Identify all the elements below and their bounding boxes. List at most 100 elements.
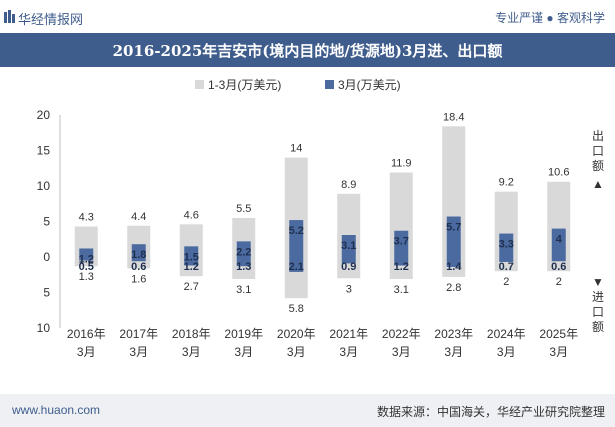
- x-tick-label-month: 3月: [339, 345, 358, 359]
- data-label-month-export: 2.2: [236, 246, 251, 258]
- data-label-cumulative-import: 1.3: [79, 271, 94, 283]
- x-tick-label-year: 2017年: [119, 327, 158, 341]
- data-label-month-import: 0.6: [551, 261, 566, 273]
- bar-month: [131, 244, 146, 262]
- x-tick-label-year: 2025年: [539, 327, 578, 341]
- y-tick-label: 10: [37, 321, 51, 335]
- brand-name: 华经情报网: [18, 12, 84, 27]
- data-label-cumulative-import: 3.1: [394, 284, 409, 296]
- x-tick-label-year: 2022年: [382, 327, 421, 341]
- x-tick-label-year: 2021年: [329, 327, 368, 341]
- y-tick-label: 15: [37, 144, 51, 158]
- footer-website: www.huaon.com: [12, 403, 101, 417]
- right-axis-import-label: 口: [592, 305, 604, 319]
- data-label-month-export: 1.5: [184, 251, 199, 263]
- data-label-cumulative-export: 4.3: [79, 211, 94, 223]
- data-label-month-export: 1.2: [79, 253, 94, 265]
- data-label-month-export: 3.1: [341, 240, 356, 252]
- data-label-month-import: 2.1: [289, 261, 304, 273]
- y-tick-label: 5: [43, 286, 50, 300]
- data-label-month-import: 1.2: [394, 261, 409, 273]
- legend-item-cumulative: 1-3月(万美元): [195, 76, 281, 93]
- data-label-month-export: 1.8: [131, 249, 146, 261]
- bar-month: [289, 220, 304, 272]
- data-label-cumulative-import: 2: [503, 276, 509, 288]
- bar-month: [341, 234, 356, 264]
- data-label-cumulative-import: 3: [346, 283, 352, 295]
- x-tick-label-month: 3月: [549, 345, 568, 359]
- x-tick-label-month: 3月: [444, 345, 463, 359]
- bar-month: [446, 216, 461, 267]
- y-tick-label: 20: [37, 108, 51, 122]
- y-tick-label: 0: [43, 250, 50, 264]
- data-label-month-export: 4: [556, 234, 563, 246]
- data-label-cumulative-import: 2: [556, 276, 562, 288]
- data-label-month-import: 1.2: [184, 261, 199, 273]
- footer-source: 数据来源：中国海关，华经产业研究院整理: [376, 405, 605, 419]
- data-label-cumulative-export: 4.6: [184, 209, 199, 221]
- legend-label-month: 3月(万美元): [338, 78, 401, 92]
- data-label-cumulative-export: 10.6: [548, 167, 569, 179]
- x-tick-label-month: 3月: [129, 345, 148, 359]
- legend-swatch-cumulative: [195, 80, 204, 89]
- top-bar: 华经情报网 专业严谨 ● 客观科学: [0, 0, 615, 34]
- data-label-cumulative-export: 18.4: [443, 111, 464, 123]
- data-label-cumulative-export: 9.2: [499, 177, 514, 189]
- legend-item-month: 3月(万美元): [325, 76, 401, 93]
- bar-month: [499, 233, 514, 262]
- data-label-cumulative-export: 4.4: [131, 211, 146, 223]
- x-tick-label-year: 2020年: [277, 327, 316, 341]
- right-axis-import-label: 额: [592, 320, 604, 334]
- right-axis-import-label: 进: [592, 290, 604, 304]
- x-tick-label-year: 2016年: [67, 327, 106, 341]
- x-tick-label-year: 2019年: [224, 327, 263, 341]
- data-label-cumulative-import: 5.8: [289, 303, 304, 315]
- data-label-month-import: 0.6: [131, 261, 146, 273]
- bar-month: [236, 241, 251, 267]
- data-label-month-import: 0.5: [79, 261, 94, 273]
- data-label-cumulative-export: 11.9: [391, 158, 412, 170]
- data-label-cumulative-import: 2.7: [184, 281, 199, 293]
- x-tick-label-month: 3月: [497, 345, 516, 359]
- right-axis-export-label: 口: [592, 144, 604, 158]
- y-tick-label: 10: [37, 179, 51, 193]
- title-bar: 2016-2025年吉安市(境内目的地/货源地)3月进、出口额: [0, 33, 615, 67]
- brand-logo-icon: [4, 10, 15, 23]
- data-label-month-export: 5.7: [446, 222, 461, 234]
- data-label-month-export: 5.2: [289, 225, 304, 237]
- chart-title: 2016-2025年吉安市(境内目的地/货源地)3月进、出口额: [112, 42, 503, 60]
- data-label-cumulative-import: 2.8: [446, 282, 461, 294]
- tagline: 专业严谨 ● 客观科学: [495, 11, 605, 25]
- x-tick-label-month: 3月: [77, 345, 96, 359]
- bar-month: [394, 230, 409, 266]
- data-label-month-import: 1.3: [236, 261, 251, 273]
- data-label-cumulative-export: 5.5: [236, 203, 251, 215]
- x-tick-label-month: 3月: [392, 345, 411, 359]
- legend-label-cumulative: 1-3月(万美元): [208, 78, 282, 92]
- data-label-cumulative-import: 1.6: [131, 273, 146, 285]
- footer: www.huaon.com 数据来源：中国海关，华经产业研究院整理: [0, 394, 615, 427]
- data-label-cumulative-export: 14: [290, 143, 302, 155]
- bar-month: [79, 248, 94, 261]
- bar-month: [551, 228, 566, 262]
- x-tick-label-year: 2024年: [487, 327, 526, 341]
- import-arrow-icon: ▼: [592, 275, 604, 289]
- y-tick-label: 5: [43, 215, 50, 229]
- data-label-month-import: 1.4: [446, 261, 462, 273]
- data-label-cumulative-import: 3.1: [236, 284, 251, 296]
- x-tick-label-year: 2018年: [172, 327, 211, 341]
- data-label-month-export: 3.3: [499, 239, 514, 251]
- chart-area: 201510505104.31.31.20.52016年3月4.41.61.80…: [37, 108, 604, 359]
- right-axis-export-label: 出: [592, 129, 604, 143]
- data-label-month-export: 3.7: [394, 236, 409, 248]
- bar-month: [184, 246, 199, 266]
- legend-swatch-month: [325, 80, 334, 89]
- x-tick-label-year: 2023年: [434, 327, 473, 341]
- export-arrow-icon: ▲: [592, 177, 604, 191]
- right-axis-export-label: 额: [592, 159, 604, 173]
- x-tick-label-month: 3月: [182, 345, 201, 359]
- x-tick-label-month: 3月: [287, 345, 306, 359]
- legend: 1-3月(万美元) 3月(万美元): [0, 76, 615, 94]
- data-label-month-import: 0.9: [341, 261, 356, 273]
- x-tick-label-month: 3月: [234, 345, 253, 359]
